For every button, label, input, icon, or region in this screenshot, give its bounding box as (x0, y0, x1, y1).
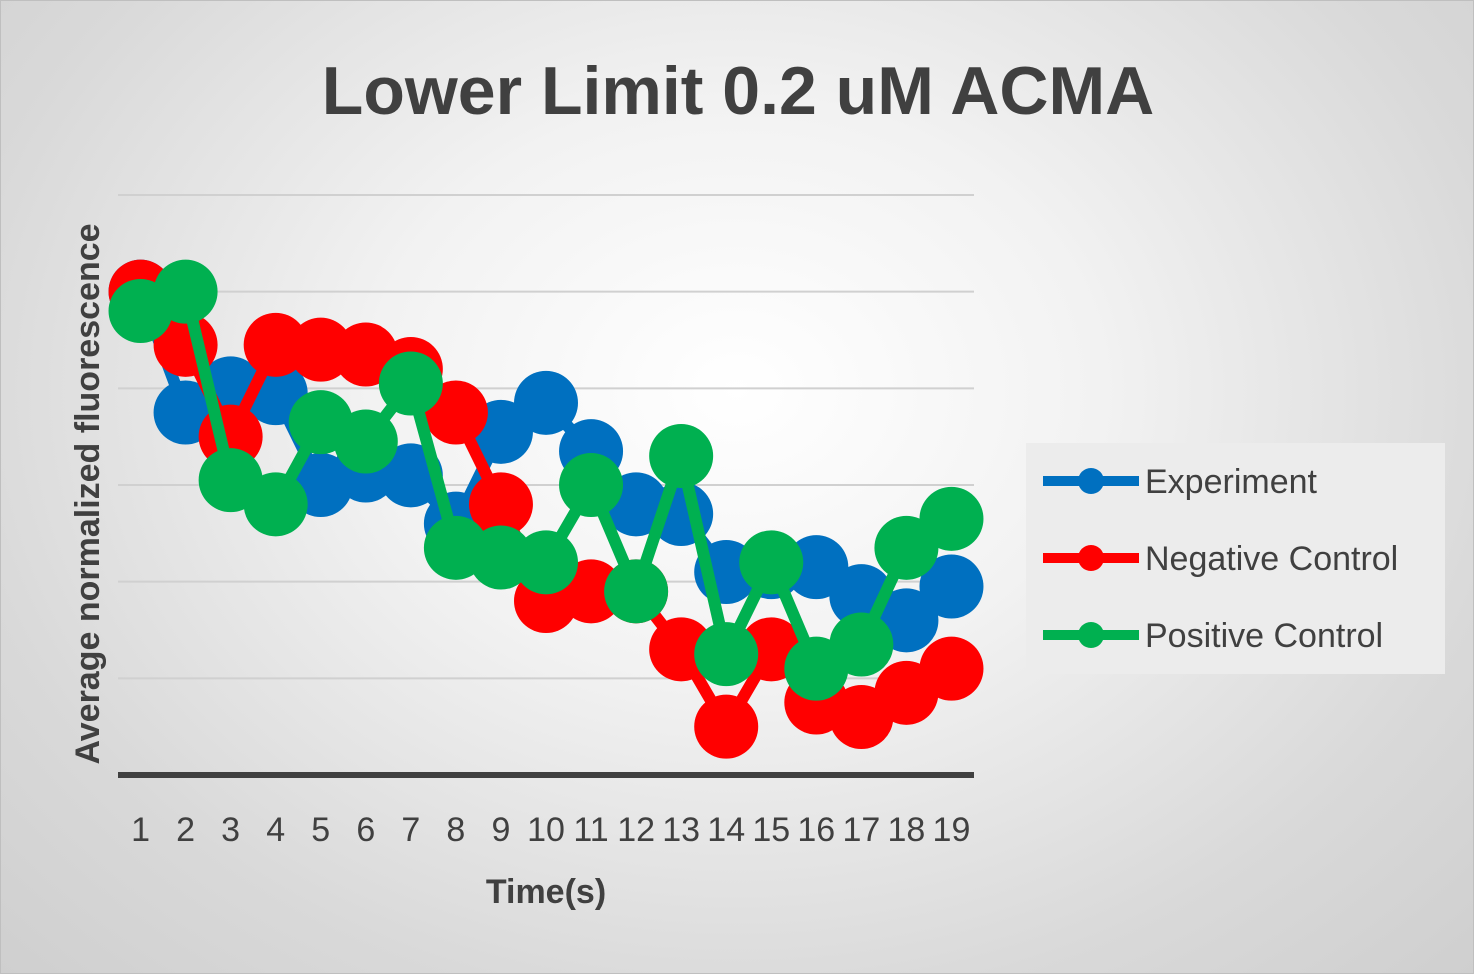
data-point (739, 530, 804, 595)
data-point (829, 612, 894, 677)
x-tick-label: 8 (446, 811, 465, 849)
legend-label: Experiment (1145, 463, 1318, 501)
data-point (243, 472, 308, 537)
x-tick-label: 3 (221, 811, 240, 849)
data-point (694, 622, 759, 687)
legend-label: Negative Control (1145, 540, 1398, 578)
series-layer (108, 259, 984, 759)
x-tick-label: 16 (797, 811, 835, 849)
data-point (333, 409, 398, 474)
legend-swatch-marker (1078, 545, 1104, 571)
legend-item: Positive Control (1043, 617, 1383, 655)
data-point (919, 486, 984, 551)
x-tick-label: 10 (527, 811, 565, 849)
legend-label: Positive Control (1145, 617, 1383, 655)
legend-item: Negative Control (1043, 540, 1398, 578)
x-tick-label: 2 (176, 811, 195, 849)
data-point (604, 559, 669, 624)
x-axis-title: Time(s) (486, 873, 606, 911)
chart-title: Lower Limit 0.2 uM ACMA (322, 53, 1154, 129)
data-point (468, 472, 533, 537)
series-positive-control (108, 259, 984, 701)
data-point (919, 554, 984, 619)
x-tick-label: 18 (888, 811, 926, 849)
data-point (919, 636, 984, 701)
x-tick-label: 9 (491, 811, 510, 849)
data-point (694, 694, 759, 759)
legend: Experiment Negative Control Positive Contr… (1026, 443, 1445, 674)
legend-item: Experiment (1043, 463, 1318, 501)
legend-swatch-marker (1078, 468, 1104, 494)
x-tick-label: 15 (752, 811, 790, 849)
legend-swatch-marker (1078, 622, 1104, 648)
legend-items: Experiment Negative Control Positive Contr… (1043, 463, 1398, 655)
x-tick-label: 7 (401, 811, 420, 849)
x-tick-labels: 1 2 3 4 5 6 7 8 9 10 11 12 13 14 15 16 17 18 19 (131, 811, 970, 849)
data-point (559, 453, 624, 517)
x-tick-label: 13 (662, 811, 700, 849)
x-tick-label: 17 (842, 811, 880, 849)
x-tick-label: 11 (573, 811, 608, 849)
data-point (649, 424, 714, 488)
x-tick-label: 5 (311, 811, 330, 849)
x-tick-label: 4 (266, 811, 285, 849)
data-point (378, 351, 443, 416)
data-point (153, 259, 218, 324)
x-tick-label: 19 (933, 811, 971, 849)
data-point (514, 370, 578, 435)
x-tick-label: 14 (707, 811, 745, 849)
x-tick-label: 6 (356, 811, 375, 849)
y-axis-title: Average normalized fluorescence (69, 223, 107, 764)
x-tick-label: 1 (131, 811, 150, 849)
x-tick-label: 12 (617, 811, 655, 849)
data-point (514, 530, 578, 595)
